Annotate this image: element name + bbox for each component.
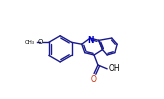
Text: O: O: [37, 39, 43, 45]
Text: OH: OH: [109, 64, 120, 73]
Text: N: N: [87, 36, 93, 45]
Text: CH₃: CH₃: [25, 40, 35, 45]
Text: O: O: [90, 75, 96, 84]
